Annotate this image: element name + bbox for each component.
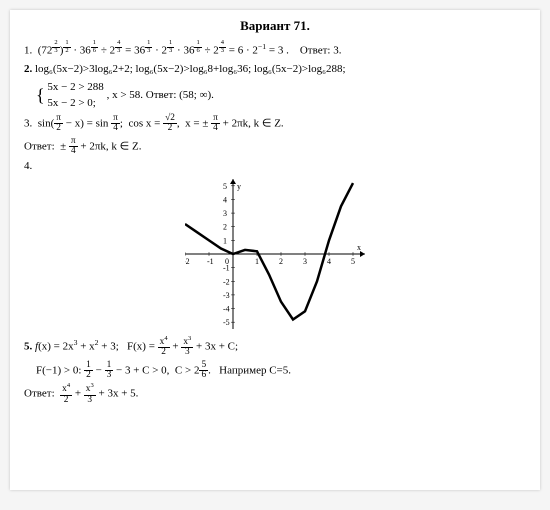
svg-text:-5: -5 xyxy=(223,318,230,327)
p5-num: 5. xyxy=(24,340,32,352)
p2-sys-a: 5x − 2 > 288 xyxy=(47,81,103,93)
svg-text:-1: -1 xyxy=(207,257,214,266)
p2-sys-b: 5x − 2 > 0; xyxy=(47,97,95,109)
problem-3: 3. sin(π2 − x) = sin π4; cos x = √22, x … xyxy=(24,114,526,134)
problem-5-line1: 5. f(x) = 2x3 + x2 + 3; F(x) = x42 + x33… xyxy=(24,336,526,358)
problem-4-num: 4. xyxy=(24,159,526,174)
svg-text:5: 5 xyxy=(351,257,355,266)
p2-l1: log₆(5x−2)>3log₆2+2; log₆(5x−2)>log₆8+lo… xyxy=(35,63,346,75)
problem-3-answer: Ответ: ± π4 + 2πk, k ∈ Z. xyxy=(24,137,526,157)
svg-text:1: 1 xyxy=(223,236,227,245)
svg-text:3: 3 xyxy=(303,257,307,266)
svg-text:-4: -4 xyxy=(223,304,230,313)
problem-4-chart: -2-112345-5-4-3-2-1123450xy xyxy=(24,179,526,332)
svg-text:y: y xyxy=(237,182,241,191)
p1-num: 1. xyxy=(24,44,32,56)
problem-2-line1: 2. log₆(5x−2)>3log₆2+2; log₆(5x−2)>log₆8… xyxy=(24,62,526,77)
svg-text:1: 1 xyxy=(255,257,259,266)
chart-svg: -2-112345-5-4-3-2-1123450xy xyxy=(185,179,365,329)
svg-text:3: 3 xyxy=(223,209,227,218)
svg-text:5: 5 xyxy=(223,182,227,191)
svg-text:-2: -2 xyxy=(223,277,230,286)
problem-2-system: { 5x − 2 > 288 5x − 2 > 0; , x > 58. Отв… xyxy=(36,80,526,111)
page-title: Вариант 71. xyxy=(24,18,526,34)
svg-text:-3: -3 xyxy=(223,291,230,300)
p2-rest: , x > 58. Ответ: (58; ∞). xyxy=(107,89,214,101)
svg-text:-2: -2 xyxy=(185,257,190,266)
p1-answer: Ответ: 3. xyxy=(300,44,342,56)
p2-num: 2. xyxy=(24,63,32,75)
document-page: Вариант 71. 1. (7223)12 · 3616 ÷ 243 = 3… xyxy=(10,10,540,490)
problem-5-answer: Ответ: x42 + x33 + 3x + 5. xyxy=(24,383,526,405)
problem-1: 1. (7223)12 · 3616 ÷ 243 = 3613 · 213 · … xyxy=(24,40,526,59)
svg-text:2: 2 xyxy=(279,257,283,266)
problem-5-line2: F(−1) > 0: 12 − 13 − 3 + C > 0, C > 256.… xyxy=(36,361,526,381)
svg-text:4: 4 xyxy=(223,195,227,204)
svg-text:4: 4 xyxy=(327,257,331,266)
p3-num: 3. xyxy=(24,117,32,129)
svg-text:2: 2 xyxy=(223,223,227,232)
svg-text:0: 0 xyxy=(225,257,229,266)
svg-text:x: x xyxy=(357,243,361,252)
